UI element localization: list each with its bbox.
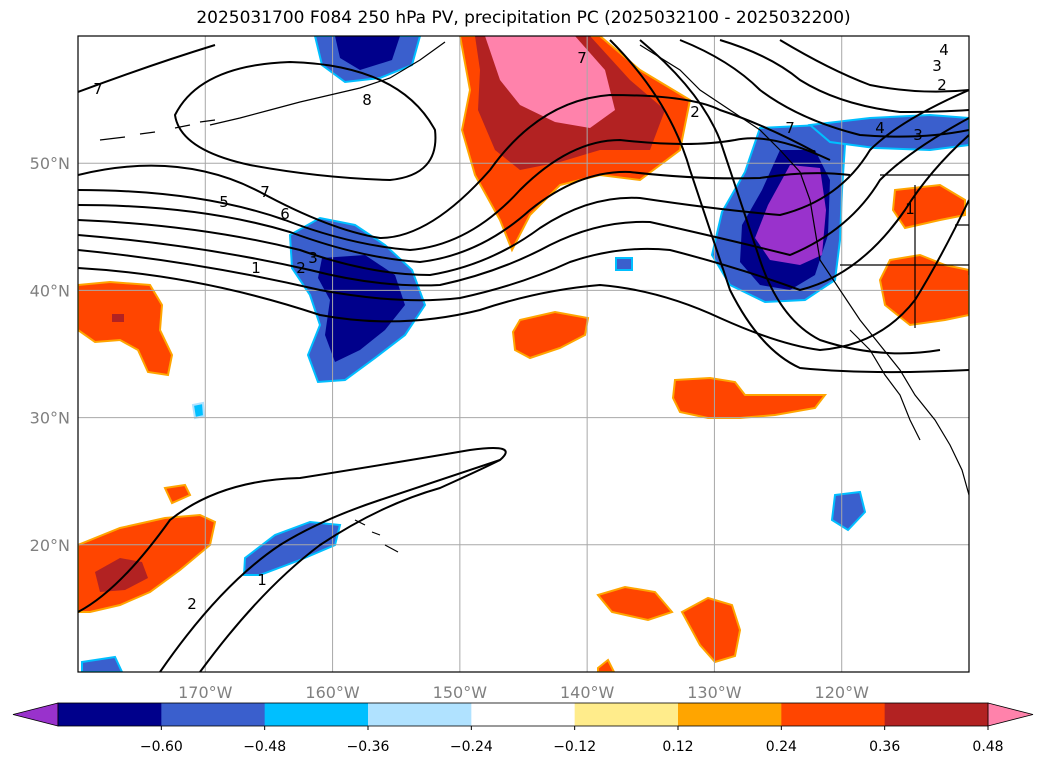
- colorbar-extension-high: [987, 702, 1034, 727]
- hawaii-islands: [354, 519, 399, 553]
- lat-tick-label: 40°N: [30, 281, 70, 300]
- aleutian-islands: [99, 119, 216, 141]
- contour-label: 2: [937, 76, 947, 94]
- colorbar-segment: [471, 703, 576, 726]
- coastlines: [99, 41, 969, 553]
- colorbar-frame: [57, 702, 989, 727]
- contour-label: 1: [251, 259, 261, 277]
- contour-label: 7: [785, 119, 795, 137]
- colorbar: −0.60 −0.48 −0.36 −0.24 −0.12 0.12 0.24 0.36 0.4…: [12, 702, 1034, 755]
- pv-contour-1: [78, 199, 969, 352]
- lon-tick-label: 140°W: [560, 683, 615, 702]
- lon-tick-label: 170°W: [178, 683, 233, 702]
- colorbar-segment: [884, 703, 989, 726]
- lon-tick-label: 130°W: [687, 683, 742, 702]
- pv-contour-inner-b: [719, 39, 969, 114]
- gridlines: [78, 36, 969, 672]
- pv-contour-4: [78, 89, 969, 277]
- lon-tick-label: 150°W: [433, 683, 488, 702]
- colorbar-extension-low: [12, 702, 59, 727]
- lat-tick-label: 50°N: [30, 154, 70, 173]
- positive-anomaly-subtropical: [671, 376, 828, 419]
- negative-anomaly-small-4: [81, 655, 124, 672]
- lon-tick-label: 120°W: [815, 683, 870, 702]
- positive-anomaly-small-2: [596, 585, 674, 622]
- pv-contour-5: [78, 170, 851, 264]
- pv-contour-3: [78, 117, 969, 287]
- pv-contour-outer-d: [639, 39, 941, 355]
- contour-label: 7: [577, 49, 587, 67]
- positive-anomaly-west: [78, 280, 174, 377]
- colorbar-segment: [574, 703, 679, 726]
- contour-label: 2: [690, 103, 700, 121]
- colorbar-segment: [58, 703, 162, 726]
- lon-tick-label: 160°W: [305, 683, 360, 702]
- negative-anomaly-central-core: [318, 255, 405, 362]
- pv-contour-south-1: [199, 459, 501, 672]
- colorbar-tick-label: 0.48: [972, 739, 1003, 755]
- positive-anomaly-small-3: [680, 596, 742, 664]
- colorbar-segment: [264, 703, 369, 726]
- colorbar-tick-label: −0.12: [553, 739, 596, 755]
- colorbar-segment: [781, 703, 886, 726]
- map-frame: [77, 35, 970, 673]
- contour-label: 1: [905, 200, 915, 218]
- colorbar-tick-label: −0.60: [140, 739, 183, 755]
- pv-contour-outer-e: [609, 39, 969, 374]
- positive-anomaly-mid: [511, 310, 590, 360]
- positive-anomaly-west-spot: [112, 314, 124, 322]
- contour-label: 1: [257, 571, 267, 589]
- positive-anomaly-east-1: [891, 183, 966, 230]
- pv-contour-2: [78, 134, 969, 302]
- negative-anomaly-pnw-peak: [755, 165, 826, 265]
- baja-california: [849, 329, 921, 441]
- negative-anomaly-small-2: [191, 401, 206, 420]
- colorbar-tick-label: −0.48: [243, 739, 286, 755]
- negative-anomaly-north-core: [335, 36, 400, 70]
- contour-label: 8: [362, 91, 372, 109]
- contour-label: 3: [913, 126, 923, 144]
- pv-contour-south-2: [78, 447, 507, 672]
- contour-label: 4: [939, 41, 949, 59]
- pv-contours: [78, 39, 969, 672]
- positive-anomaly-small-1: [163, 483, 192, 505]
- contour-label: 6: [280, 205, 290, 223]
- alaska-peninsula-coast: [209, 41, 446, 126]
- colorbar-segment: [678, 703, 782, 726]
- positive-anomaly-southwest-core: [95, 558, 148, 592]
- pv-contour-8-closed: [173, 60, 437, 182]
- axis-tick-labels: 170°W 160°W 150°W 140°W 130°W 120°W 20°N 30°N 40…: [30, 154, 869, 702]
- lat-tick-label: 20°N: [30, 536, 70, 555]
- colorbar-segment: [161, 703, 266, 726]
- map-title: 2025031700 F084 250 hPa PV, precipitatio…: [196, 8, 851, 28]
- colorbar-segment: [368, 703, 472, 726]
- contour-label: 3: [308, 249, 318, 267]
- pv-contour-6: [78, 137, 831, 252]
- north-america-coast: [639, 44, 969, 496]
- colorbar-tick-label: −0.24: [450, 739, 493, 755]
- contour-label: 7: [93, 80, 103, 98]
- negative-anomaly-small-3: [830, 490, 867, 532]
- negative-anomaly-small-1: [615, 257, 633, 271]
- contour-label: 2: [296, 259, 306, 277]
- precipitation-shading: [78, 36, 969, 672]
- contour-label: 4: [875, 119, 885, 137]
- pv-contour-inner-a: [679, 39, 969, 138]
- positive-anomaly-small-4: [597, 658, 616, 672]
- colorbar-tick-label: −0.36: [347, 739, 390, 755]
- colorbar-tick-label: 0.12: [662, 739, 693, 755]
- colorbar-tick-label: 0.24: [766, 739, 797, 755]
- contour-label: 2: [187, 595, 197, 613]
- lat-tick-label: 30°N: [30, 409, 70, 428]
- pv-contour-7: [78, 44, 816, 240]
- positive-anomaly-plume-peak: [485, 36, 615, 128]
- contour-label: 3: [932, 57, 942, 75]
- contour-label: 7: [260, 183, 270, 201]
- pv-contour-inner-c: [779, 39, 969, 93]
- colorbar-tick-label: 0.36: [869, 739, 900, 755]
- us-state-borders: [840, 174, 969, 328]
- contour-label: 5: [219, 193, 229, 211]
